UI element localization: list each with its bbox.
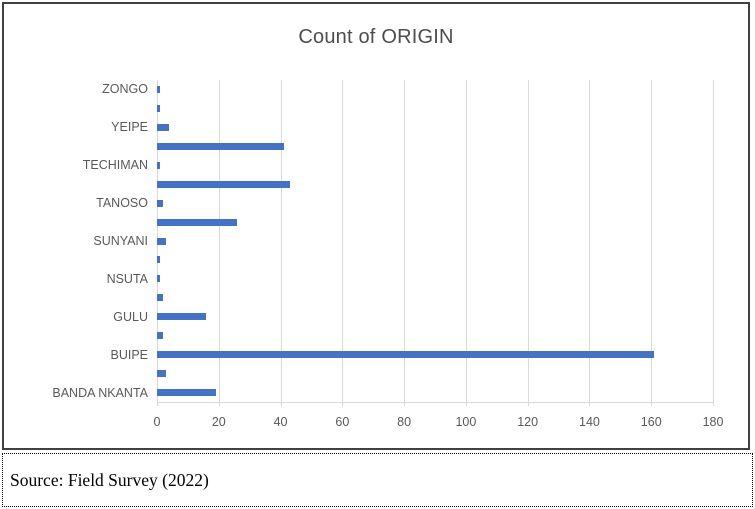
bar bbox=[157, 256, 161, 264]
bar-gulu bbox=[157, 313, 207, 321]
y-category-label: BANDA NKANTA bbox=[52, 385, 148, 400]
bar bbox=[157, 142, 284, 150]
axis-tick bbox=[280, 402, 282, 406]
bar bbox=[157, 370, 167, 378]
chart-title: Count of ORIGIN bbox=[298, 26, 454, 48]
bar bbox=[157, 332, 164, 340]
axis-tick bbox=[589, 402, 591, 406]
axis-tick bbox=[713, 402, 714, 406]
bar-zongo bbox=[157, 85, 161, 93]
gridline bbox=[465, 80, 467, 402]
x-tick-label: 80 bbox=[397, 415, 412, 429]
x-tick-label: 120 bbox=[517, 415, 539, 429]
bar bbox=[157, 180, 290, 188]
axis-tick bbox=[465, 402, 467, 406]
bar-yeipe bbox=[157, 123, 170, 131]
bar-sunyani bbox=[157, 237, 167, 245]
x-tick-label: 140 bbox=[579, 415, 600, 429]
x-tick-label: 20 bbox=[211, 415, 226, 429]
bar bbox=[157, 294, 164, 302]
category-axis-labels: ZONGO YEIPE TECHIMAN TANOSO SUNYANI NSUTA GULU… bbox=[0, 80, 148, 402]
y-category-label: BUIPE bbox=[110, 347, 148, 362]
x-tick-label: 40 bbox=[273, 415, 288, 429]
axis-tick bbox=[218, 402, 220, 406]
gridline bbox=[713, 80, 714, 402]
source-note-box: Source: Field Survey (2022) bbox=[2, 453, 753, 507]
gridline bbox=[404, 80, 406, 402]
bar-nsuta bbox=[157, 275, 161, 283]
bar-buipe bbox=[157, 351, 655, 359]
y-category-label: TECHIMAN bbox=[82, 158, 148, 173]
axis-tick bbox=[342, 402, 344, 406]
gridline bbox=[218, 80, 220, 402]
x-tick-label: 0 bbox=[153, 415, 161, 429]
chart-frame: Count of ORIGIN ZONGO YEIPE TECHIMAN TANOSO… bbox=[2, 2, 750, 450]
x-tick-label: 100 bbox=[455, 415, 477, 429]
bar-banda-nkanta bbox=[157, 389, 216, 397]
gridline bbox=[527, 80, 529, 402]
gridline bbox=[280, 80, 282, 402]
axis-tick bbox=[157, 402, 158, 406]
x-tick-label: 160 bbox=[640, 415, 662, 429]
bar bbox=[157, 218, 238, 226]
y-category-label: TANOSO bbox=[96, 196, 148, 211]
source-note-text: Source: Field Survey (2022) bbox=[10, 469, 209, 490]
gridline bbox=[589, 80, 591, 402]
bar bbox=[157, 104, 161, 112]
axis-tick bbox=[651, 402, 653, 406]
y-category-label: YEIPE bbox=[111, 120, 148, 135]
axis-tick bbox=[527, 402, 529, 406]
y-category-label: ZONGO bbox=[102, 82, 148, 97]
x-tick-label: 180 bbox=[702, 415, 724, 429]
y-category-label: SUNYANI bbox=[93, 234, 148, 248]
gridline bbox=[651, 80, 653, 402]
gridline bbox=[342, 80, 344, 402]
y-category-label: NSUTA bbox=[106, 271, 148, 286]
plot-area: ZONGO YEIPE TECHIMAN TANOSO SUNYANI NSUTA GULU… bbox=[52, 80, 723, 429]
axis-tick bbox=[404, 402, 406, 406]
y-category-label: GULU bbox=[113, 309, 148, 324]
x-tick-label: 60 bbox=[335, 415, 350, 429]
bar-techiman bbox=[157, 161, 161, 169]
bar-tanoso bbox=[157, 199, 164, 207]
